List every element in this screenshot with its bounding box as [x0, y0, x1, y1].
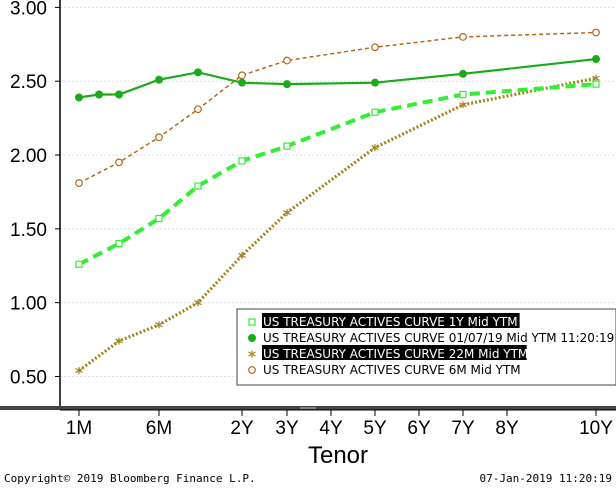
data-point: [155, 321, 163, 329]
x-tick-label: 8Y: [495, 418, 519, 439]
x-tick-label: 6M: [146, 418, 172, 439]
series-0: [75, 80, 600, 268]
series-layer: [75, 28, 600, 375]
legend-highlight: [262, 345, 527, 360]
copyright-text: Copyright© 2019 Bloomberg Finance L.P.: [4, 472, 256, 485]
series-line: [78, 57, 597, 99]
data-point: [592, 55, 600, 64]
y-tick-label: 1.50: [10, 220, 47, 241]
data-point: [95, 90, 103, 99]
legend-entry: US TREASURY ACTIVES CURVE 22M Mid YTM: [248, 345, 528, 361]
legend-entry: US TREASURY ACTIVES CURVE 01/07/19 Mid Y…: [248, 331, 614, 345]
x-tick-label: 7Y: [451, 418, 475, 439]
data-point: [238, 78, 246, 87]
legend-label: US TREASURY ACTIVES CURVE 22M Mid YTM: [263, 347, 528, 361]
series-line: [78, 82, 597, 267]
data-point: [283, 56, 291, 65]
y-tick-label: 0.50: [10, 367, 47, 388]
data-point: [115, 337, 123, 345]
series-line: [78, 76, 597, 372]
legend-label: US TREASURY ACTIVES CURVE 01/07/19 Mid Y…: [263, 331, 614, 345]
data-point: [459, 101, 467, 109]
legend-marker: [248, 366, 256, 374]
data-point: [194, 68, 202, 77]
series-2: [75, 74, 600, 375]
x-tick-label: 5Y: [363, 418, 387, 439]
data-point: [194, 182, 202, 190]
series-3: [75, 28, 600, 187]
timestamp-text: 07-Jan-2019 11:20:19: [479, 472, 612, 485]
x-tick-label: 6Y: [407, 418, 431, 439]
legend-label: US TREASURY ACTIVES CURVE 6M Mid YTM: [263, 363, 521, 377]
x-axis: 1M 6M 2Y 3Y 4Y 5Y 6Y 7Y 8Y 10Y: [0, 406, 616, 439]
data-point: [371, 144, 379, 152]
x-tick-label: 10Y: [579, 418, 613, 439]
x-axis-label: Tenor: [308, 442, 368, 469]
x-tick-label: 3Y: [275, 418, 299, 439]
data-point: [155, 75, 163, 84]
data-point: [238, 157, 246, 165]
y-tick-label: 1.00: [10, 294, 47, 315]
legend-highlight: [262, 313, 520, 328]
legend-marker: [248, 334, 256, 342]
data-point: [371, 78, 379, 87]
data-point: [371, 108, 379, 116]
legend: US TREASURY ACTIVES CURVE 1Y Mid YTM US T…: [236, 308, 616, 386]
legend-label: US TREASURY ACTIVES CURVE 1Y Mid YTM: [263, 315, 518, 329]
y-tick-label: 3.00: [10, 0, 47, 19]
data-point: [75, 93, 83, 102]
data-point: [459, 33, 467, 41]
data-point: [238, 71, 246, 80]
y-tick-label: 2.00: [10, 146, 47, 167]
data-point: [115, 158, 123, 167]
data-point: [115, 240, 123, 248]
data-point: [75, 179, 83, 187]
data-point: [194, 105, 202, 114]
data-point: [283, 80, 291, 89]
data-point: [75, 367, 83, 375]
y-tick-label: 2.50: [10, 72, 47, 93]
data-point: [194, 299, 202, 307]
legend-entry: US TREASURY ACTIVES CURVE 6M Mid YTM: [248, 363, 521, 377]
legend-marker: [248, 350, 256, 358]
data-point: [371, 43, 379, 52]
data-point: [592, 28, 600, 37]
data-point: [283, 142, 291, 150]
x-tick-label: 2Y: [230, 418, 254, 439]
data-point: [75, 260, 83, 268]
data-point: [459, 69, 467, 78]
data-point: [115, 90, 123, 99]
series-line: [78, 31, 597, 184]
data-point: [238, 251, 246, 259]
data-point: [155, 133, 163, 142]
series-1: [75, 55, 600, 102]
y-axis: 0.50 1.00 1.50 2.00 2.50 3.00: [10, 0, 61, 406]
data-point: [592, 80, 600, 88]
x-tick-label: 1M: [66, 418, 92, 439]
legend-entry: US TREASURY ACTIVES CURVE 1Y Mid YTM: [248, 313, 520, 329]
x-tick-label: 4Y: [319, 418, 343, 439]
data-point: [283, 209, 291, 217]
legend-marker: [248, 318, 256, 326]
data-point: [155, 214, 163, 223]
data-point: [459, 90, 467, 99]
